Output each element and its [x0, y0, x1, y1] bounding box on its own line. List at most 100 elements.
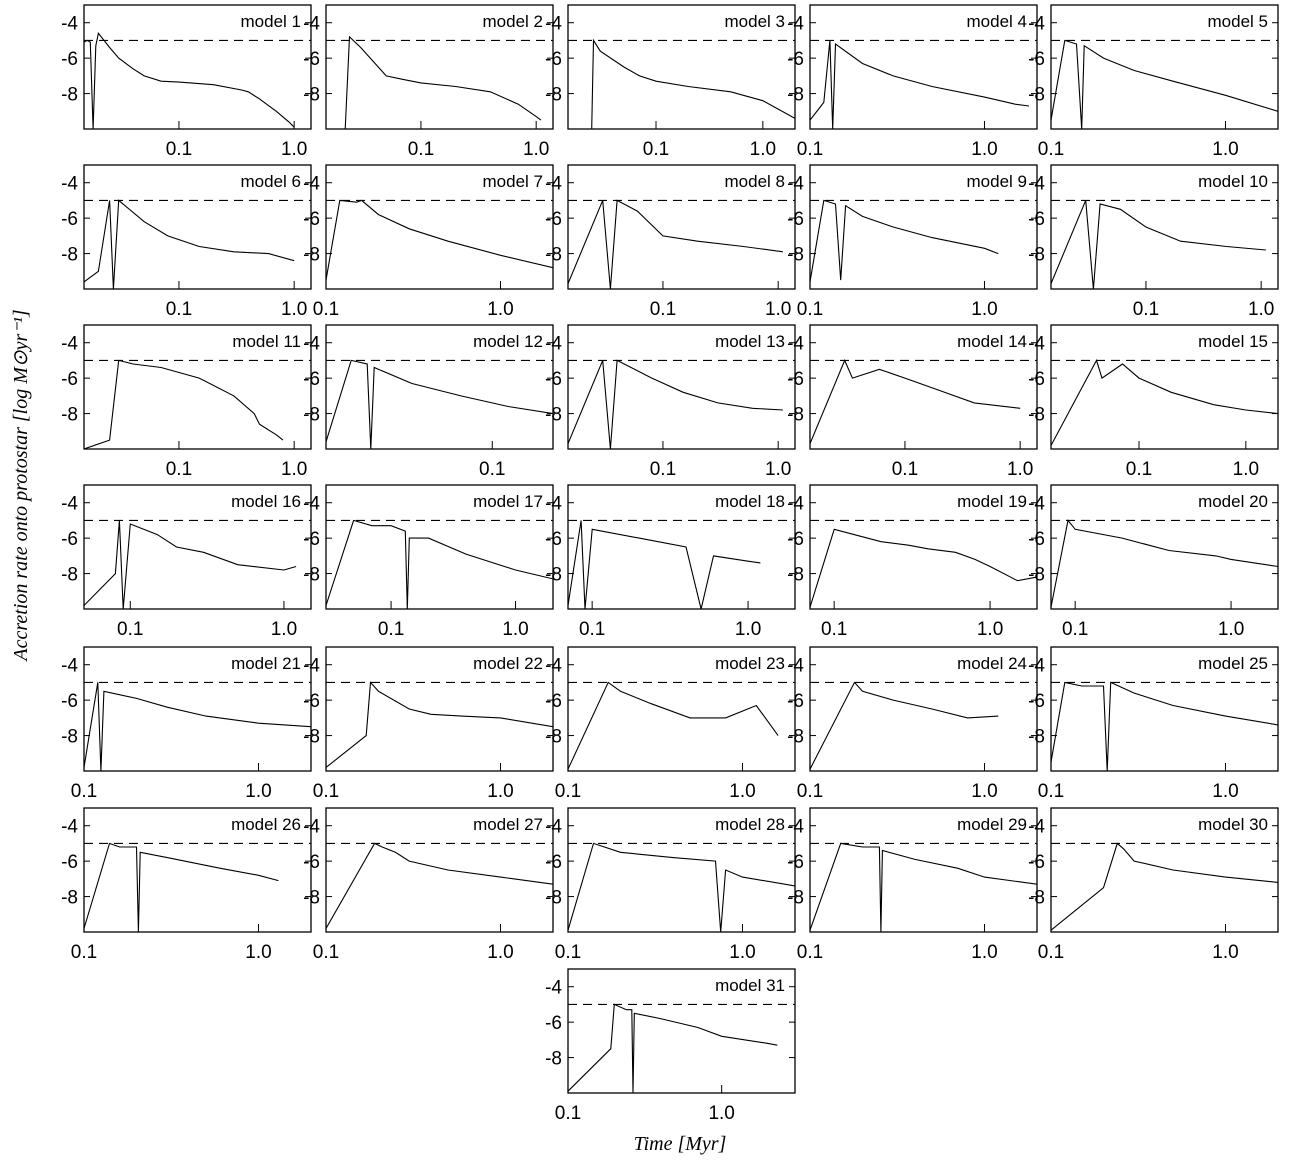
panel-label: model 4	[967, 12, 1027, 31]
x-tick-label: 0.1	[166, 459, 192, 480]
series-line	[568, 520, 761, 609]
panel-frame	[567, 807, 796, 933]
panel: -4 -6 -8 0.1 1.0 model 6	[61, 164, 312, 320]
panel-label: model 14	[957, 332, 1027, 351]
panel: -4 -6 -8 0.1 1.0 model 26	[61, 807, 312, 963]
x-tick-label: 1.0	[708, 1103, 734, 1124]
x-tick-label: 0.1	[555, 942, 581, 963]
panel-frame	[1050, 164, 1279, 290]
x-axis-title: Time [Myr]	[634, 1133, 727, 1155]
panel-label: model 27	[473, 815, 543, 834]
panel: -4 -6 -8 0.1 1.0 model 7	[303, 164, 554, 320]
x-tick-label: 0.1	[797, 942, 823, 963]
y-tick-label: -8	[303, 727, 320, 748]
panel-frame	[325, 484, 554, 610]
x-tick-label: 0.1	[797, 139, 823, 160]
y-tick-label: -6	[61, 369, 78, 390]
x-tick-label: 1.0	[1212, 942, 1238, 963]
y-tick-label: -8	[545, 1049, 562, 1070]
y-tick-label: -4	[1028, 174, 1045, 195]
x-tick-label: 0.1	[1038, 781, 1064, 802]
y-tick-label: -4	[61, 494, 78, 515]
panel: -4 -6 -8 0.1 1.0 model 27	[303, 807, 554, 963]
panel-label: model 18	[715, 492, 785, 511]
series-line	[568, 842, 795, 932]
panel-frame	[1050, 646, 1279, 772]
series-line	[326, 681, 553, 768]
panel-label: model 9	[967, 172, 1027, 191]
y-tick-label: -8	[787, 565, 804, 586]
panel: -4 -6 -8 0.1 1.0 model 13	[545, 324, 796, 480]
y-tick-label: -4	[61, 174, 78, 195]
panel: -4 -6 -8 0.1 1.0 model 24	[787, 646, 1038, 802]
y-tick-label: -8	[787, 245, 804, 266]
y-tick-label: -6	[545, 49, 562, 70]
x-tick-label: 0.1	[555, 1103, 581, 1124]
y-tick-label: -6	[61, 529, 78, 550]
panel-frame	[83, 646, 312, 772]
panel-label: model 6	[241, 172, 301, 191]
y-tick-label: -4	[545, 494, 562, 515]
y-tick-label: -8	[303, 85, 320, 106]
panel-label: model 13	[715, 332, 785, 351]
x-tick-label: 1.0	[971, 942, 997, 963]
panel-label: model 25	[1198, 654, 1268, 673]
y-tick-label: -6	[787, 852, 804, 873]
x-tick-label: 0.1	[313, 299, 339, 320]
y-tick-label: -6	[545, 1013, 562, 1034]
y-tick-label: -6	[787, 691, 804, 712]
panel-frame	[567, 4, 796, 130]
y-tick-label: -8	[1028, 888, 1045, 909]
series-line	[84, 520, 297, 609]
x-tick-label: 0.1	[408, 139, 434, 160]
panel-frame	[567, 484, 796, 610]
y-tick-label: -4	[303, 817, 320, 838]
y-tick-label: -6	[545, 852, 562, 873]
y-tick-label: -6	[545, 529, 562, 550]
y-tick-label: -8	[61, 727, 78, 748]
panel-label: model 28	[715, 815, 785, 834]
x-tick-label: 0.1	[479, 459, 505, 480]
x-tick-label: 0.1	[821, 619, 847, 640]
panel-frame	[567, 646, 796, 772]
panel-label: model 29	[957, 815, 1027, 834]
panel-frame	[325, 807, 554, 933]
y-tick-label: -6	[1028, 369, 1045, 390]
y-tick-label: -4	[787, 14, 804, 35]
panel-frame	[1050, 807, 1279, 933]
y-tick-label: -6	[787, 369, 804, 390]
x-tick-label: 1.0	[765, 299, 791, 320]
panel-frame	[809, 484, 1038, 610]
y-tick-label: -8	[787, 405, 804, 426]
panel-frame	[325, 4, 554, 130]
x-tick-label: 0.1	[650, 299, 676, 320]
x-tick-label: 1.0	[971, 781, 997, 802]
x-tick-label: 0.1	[797, 299, 823, 320]
panel-label: model 23	[715, 654, 785, 673]
x-tick-label: 1.0	[281, 459, 307, 480]
x-tick-label: 0.1	[313, 781, 339, 802]
y-tick-label: -4	[545, 334, 562, 355]
series-line	[344, 35, 542, 129]
panel-label: model 3	[725, 12, 785, 31]
x-tick-label: 1.0	[1212, 139, 1238, 160]
series-line	[326, 359, 553, 449]
x-tick-label: 0.1	[1038, 139, 1064, 160]
panel-frame	[1050, 4, 1279, 130]
panel: -4 -6 -8 0.1 1.0 model 20	[1028, 484, 1279, 640]
x-tick-label: 1.0	[729, 942, 755, 963]
panel-label: model 16	[231, 492, 301, 511]
panel-frame	[809, 324, 1038, 450]
x-tick-label: 1.0	[487, 781, 513, 802]
series-line	[568, 681, 779, 770]
x-tick-label: 1.0	[523, 139, 549, 160]
panel-label: model 19	[957, 492, 1027, 511]
x-tick-label: 0.1	[650, 459, 676, 480]
series-line	[84, 842, 279, 932]
y-tick-label: -8	[61, 245, 78, 266]
y-tick-label: -6	[787, 529, 804, 550]
y-tick-label: -8	[1028, 245, 1045, 266]
x-tick-label: 1.0	[729, 781, 755, 802]
panel-label: model 1	[241, 12, 301, 31]
